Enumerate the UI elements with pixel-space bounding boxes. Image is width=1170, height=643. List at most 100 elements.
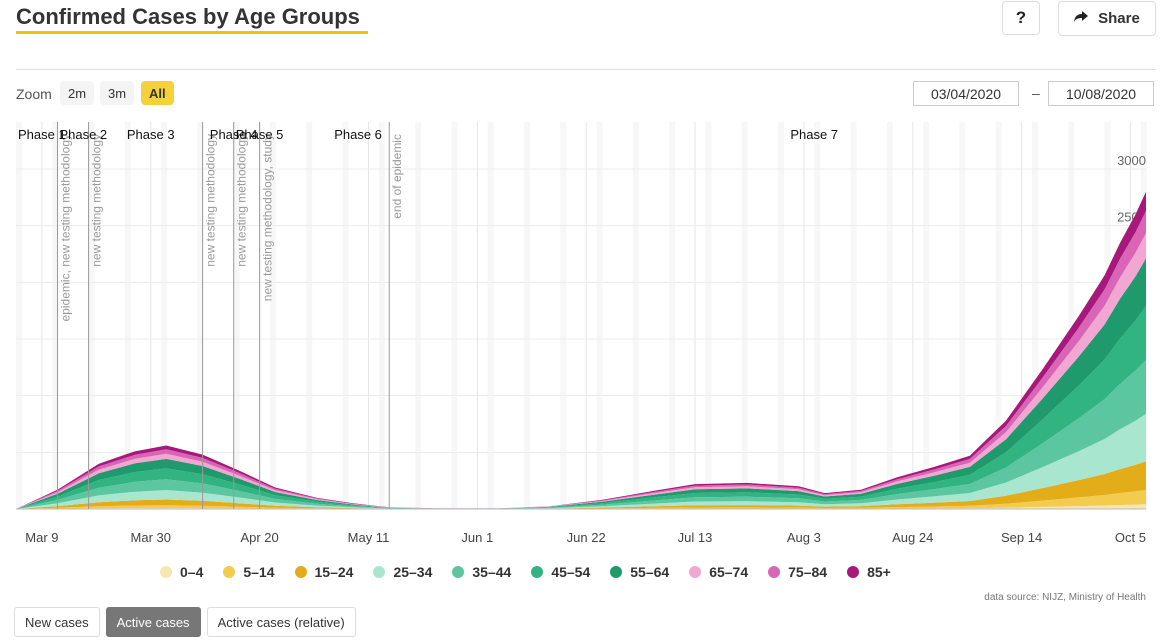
weekend-band — [269, 122, 276, 509]
weekend-band — [560, 122, 567, 509]
weekend-band — [886, 122, 893, 509]
legend-item[interactable]: 25–34 — [373, 564, 432, 580]
event-label: new testing methodology — [90, 134, 104, 267]
legend-swatch — [689, 566, 702, 578]
series-area — [16, 359, 1146, 509]
weekend-band — [52, 122, 59, 509]
weekend-band — [197, 122, 204, 509]
legend-swatch — [768, 566, 781, 578]
event-label: new testing methodology — [204, 134, 218, 267]
tab-active-cases-relative[interactable]: Active cases (relative) — [206, 607, 356, 637]
x-tick-label: Jul 13 — [678, 530, 713, 545]
legend-label: 75–84 — [788, 564, 828, 580]
weekend-band — [88, 122, 95, 509]
legend: 0–4 5–14 15–24 25–34 35–44 45–54 55–64 65–74 75–… — [160, 564, 891, 580]
series-area — [16, 413, 1146, 509]
weekend-band — [487, 122, 494, 509]
weekend-band — [16, 122, 22, 509]
legend-item[interactable]: 35–44 — [452, 564, 511, 580]
legend-item[interactable]: 55–64 — [610, 564, 669, 580]
zoom-2m-button[interactable]: 2m — [60, 81, 95, 105]
phase-label: Phase 5 — [236, 127, 284, 142]
title-underline — [16, 31, 368, 34]
weekend-band — [632, 122, 639, 509]
legend-label: 55–64 — [630, 564, 670, 580]
legend-swatch — [452, 566, 465, 578]
weekend-band — [306, 122, 313, 509]
chart-title: Confirmed Cases by Age Groups — [16, 4, 360, 29]
weekend-band — [523, 122, 530, 509]
zoom-label: Zoom — [16, 86, 52, 102]
weekend-band — [1068, 122, 1075, 509]
legend-label: 15–24 — [314, 564, 354, 580]
weekend-band — [161, 122, 168, 509]
weekend-band — [124, 122, 131, 509]
share-button[interactable]: Share — [1058, 1, 1156, 36]
legend-swatch — [847, 566, 860, 578]
share-icon — [1074, 10, 1089, 27]
range-from-input[interactable]: 03/04/2020 — [913, 81, 1019, 106]
weekend-band — [233, 122, 240, 509]
x-tick-label: Aug 24 — [892, 530, 933, 545]
event-label: new testing methodology, study — [261, 134, 275, 301]
event-label: epidemic, new testing methodology — [58, 134, 72, 321]
legend-swatch — [373, 566, 386, 578]
legend-swatch — [531, 566, 544, 578]
legend-label: 35–44 — [472, 564, 512, 580]
view-tabs: New cases Active cases Active cases (rel… — [14, 607, 356, 637]
legend-label: 25–34 — [393, 564, 433, 580]
phase-label: Phase 3 — [127, 127, 175, 142]
legend-label: 85+ — [867, 564, 891, 580]
x-tick-label: May 11 — [348, 530, 390, 545]
x-tick-label: Apr 20 — [240, 530, 278, 545]
phase-label: Phase 4 — [210, 127, 258, 142]
x-tick-label: Jun 1 — [461, 530, 493, 545]
weekend-band — [741, 122, 748, 509]
legend-item[interactable]: 85+ — [847, 564, 891, 580]
zoom-3m-button[interactable]: 3m — [100, 81, 135, 105]
series-area — [16, 461, 1146, 509]
legend-swatch — [160, 566, 172, 578]
data-source: data source: NIJZ, Ministry of Health — [984, 592, 1146, 603]
legend-swatch — [223, 566, 236, 578]
stacked-area-chart: 50010001500200025003000epidemic, new tes… — [16, 122, 1147, 545]
weekend-band — [342, 122, 349, 509]
x-tick-label: Sep 14 — [1001, 530, 1042, 545]
weekend-band — [923, 122, 930, 509]
weekend-band — [415, 122, 422, 509]
phase-label: Phase 6 — [334, 127, 382, 142]
series-area — [16, 490, 1146, 509]
range-to-input[interactable]: 10/08/2020 — [1048, 81, 1154, 106]
weekend-band — [705, 122, 712, 509]
event-label: end of epidemic — [390, 134, 404, 219]
weekend-band — [378, 122, 385, 509]
series-area — [16, 305, 1146, 509]
legend-swatch — [610, 566, 623, 578]
legend-label: 45–54 — [551, 564, 591, 580]
tab-new-cases[interactable]: New cases — [14, 607, 100, 637]
weekend-band — [959, 122, 966, 509]
phase-label: Phase 1 — [18, 127, 66, 142]
tab-active-cases[interactable]: Active cases — [105, 607, 201, 637]
legend-item[interactable]: 15–24 — [294, 564, 354, 580]
legend-label: 0–4 — [180, 564, 204, 580]
weekend-band — [1031, 122, 1038, 509]
weekend-band — [850, 122, 857, 509]
x-tick-label: Mar 30 — [131, 530, 171, 545]
weekend-band — [814, 122, 821, 509]
legend-label: 5–14 — [243, 564, 275, 580]
help-button[interactable]: ? — [1002, 1, 1040, 35]
zoom-all-button[interactable]: All — [141, 81, 174, 105]
legend-item[interactable]: 45–54 — [531, 564, 590, 580]
legend-item[interactable]: 65–74 — [689, 564, 748, 580]
y-tick-label: 3000 — [1117, 153, 1146, 168]
x-tick-label: Jun 22 — [567, 530, 606, 545]
legend-item[interactable]: 0–4 — [160, 564, 203, 580]
legend-label: 65–74 — [709, 564, 749, 580]
range-separator: – — [1032, 85, 1040, 101]
weekend-band — [669, 122, 676, 509]
phase-label: Phase 7 — [790, 127, 838, 142]
legend-swatch — [294, 566, 307, 578]
legend-item[interactable]: 5–14 — [223, 564, 275, 580]
legend-item[interactable]: 75–84 — [768, 564, 827, 580]
